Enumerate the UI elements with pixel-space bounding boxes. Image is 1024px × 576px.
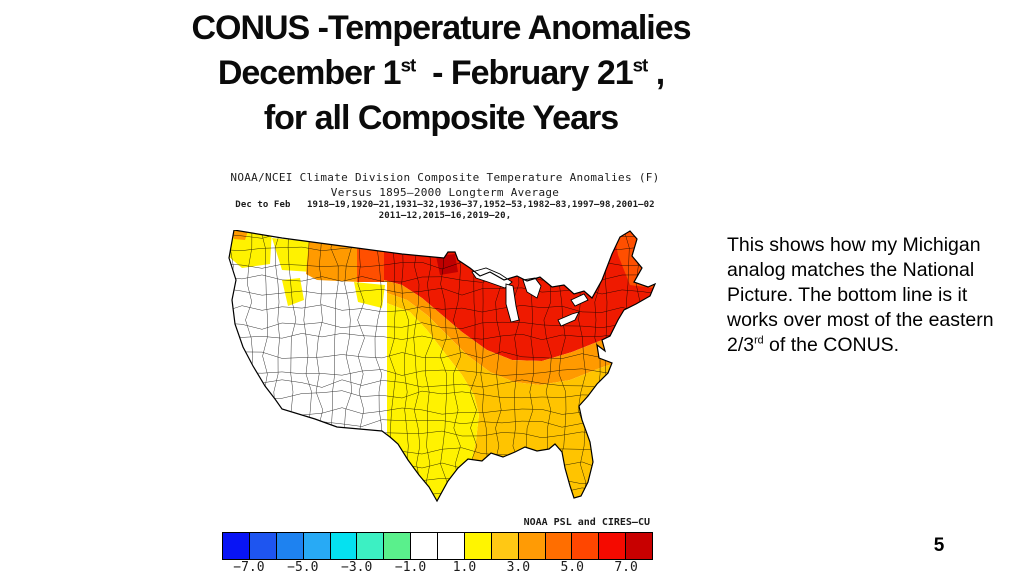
colorbar bbox=[222, 532, 653, 560]
colorbar-cell bbox=[357, 533, 385, 559]
conus-outline bbox=[228, 229, 657, 503]
annotation-text: This shows how my Michigan analog matche… bbox=[727, 234, 994, 356]
lake-michigan bbox=[505, 283, 520, 323]
colorbar-tick-label: −7.0 bbox=[233, 560, 265, 575]
map-region-wyoming-yellow bbox=[354, 282, 385, 308]
division-line bbox=[229, 333, 655, 341]
map-region-orange-band bbox=[384, 280, 655, 385]
map-region-idaho-yellow bbox=[272, 238, 314, 272]
colorbar-tick-label: −3.0 bbox=[341, 560, 373, 575]
colorbar-ticks: −7.0 −5.0 −3.0 −1.0 1.0 3.0 5.0 7.0 bbox=[222, 560, 653, 576]
map-region-minnesota-dark-red bbox=[436, 254, 458, 275]
colorbar-tick-label: 7.0 bbox=[614, 560, 638, 575]
division-line bbox=[229, 368, 655, 377]
map-credit: NOAA PSL and CIRES–CU bbox=[523, 517, 650, 528]
map-region-montana-orange bbox=[306, 230, 359, 282]
colorbar-cell bbox=[276, 533, 304, 559]
title-line-2: December 1st - February 21st , bbox=[217, 54, 665, 92]
great-lakes bbox=[471, 267, 589, 327]
superscript-st: st bbox=[632, 54, 649, 76]
division-line bbox=[229, 304, 655, 313]
colorbar-cell bbox=[249, 533, 277, 559]
map-region-washington-yellow bbox=[229, 230, 272, 268]
division-line bbox=[425, 230, 433, 501]
conus-map-svg bbox=[222, 229, 668, 518]
colorbar-tick-label: 3.0 bbox=[506, 560, 531, 575]
division-line bbox=[229, 230, 235, 501]
division-line bbox=[662, 230, 668, 518]
colorbar-cell bbox=[545, 533, 573, 559]
superscript-st: st bbox=[400, 54, 417, 76]
slide-title: CONUS -Temperature Anomalies December 1s… bbox=[0, 6, 882, 141]
colorbar-cell bbox=[303, 533, 331, 559]
colorbar-cell bbox=[626, 533, 652, 559]
lake-erie bbox=[557, 311, 580, 327]
colorbar-tick-label: −1.0 bbox=[394, 560, 427, 575]
division-line bbox=[229, 351, 655, 360]
colorbar-tick-label: 1.0 bbox=[452, 560, 477, 575]
division-line bbox=[229, 379, 655, 388]
colorbar-cell bbox=[464, 533, 492, 559]
colorbar-tick-label: 5.0 bbox=[560, 560, 584, 575]
title-line-3: for all Composite Years bbox=[263, 99, 619, 137]
colorbar-cell bbox=[572, 533, 600, 559]
figure-header: NOAA/NCEI Climate Division Composite Tem… bbox=[180, 170, 710, 222]
colorbar-cell bbox=[223, 533, 250, 559]
slide-page-number: 5 bbox=[933, 535, 945, 556]
division-line bbox=[648, 230, 655, 501]
conus-anomaly-map bbox=[222, 229, 668, 520]
figure-header-years-line1: Dec to Feb 1918–19,1920–21,1931–32,1936–… bbox=[235, 200, 655, 210]
figure-header-line1: NOAA/NCEI Climate Division Composite Tem… bbox=[230, 171, 660, 184]
division-line bbox=[439, 230, 448, 501]
colorbar-cell bbox=[330, 533, 358, 559]
figure-header-line2: Versus 1895–2000 Longterm Average bbox=[330, 186, 560, 199]
colorbar-cell bbox=[384, 533, 412, 559]
colorbar-cell bbox=[599, 533, 627, 559]
colorbar-tick-label: −5.0 bbox=[287, 560, 319, 575]
title-line-1: CONUS -Temperature Anomalies bbox=[191, 9, 691, 47]
colorbar-cell bbox=[491, 533, 519, 559]
colorbar-cell bbox=[518, 533, 546, 559]
division-line bbox=[222, 504, 662, 512]
lake-ontario bbox=[570, 293, 589, 307]
division-line bbox=[229, 321, 655, 330]
figure-header-years-line2: 2011–12,2015–16,2019–20, bbox=[378, 211, 512, 221]
superscript-rd: rd bbox=[754, 334, 764, 347]
colorbar-cell bbox=[411, 533, 438, 559]
lake-huron bbox=[522, 277, 542, 299]
colorbar-cell bbox=[438, 533, 465, 559]
